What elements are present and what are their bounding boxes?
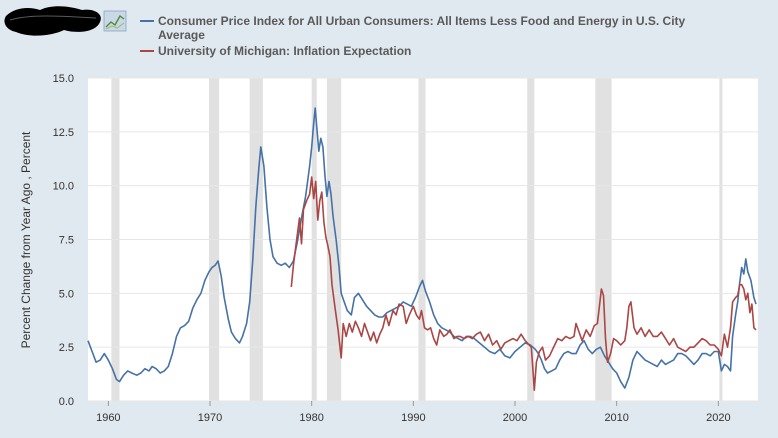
series-line-umich[interactable] <box>290 176 757 392</box>
x-axis-ticks: 1960 1970 1980 1990 2000 2010 2020 <box>96 401 731 424</box>
logo-scribble <box>4 6 101 36</box>
gridlines <box>88 77 758 402</box>
y-axis-title: Percent Change from Year Ago , Percent <box>19 131 33 348</box>
legend-item-cpi[interactable]: Consumer Price Index for All Urban Consu… <box>140 14 686 42</box>
y-tick-label: 5.0 <box>59 288 74 300</box>
legend-label-cpi-line2: Average <box>158 28 205 42</box>
x-tick-label: 1960 <box>96 412 120 424</box>
series-lines <box>87 107 757 392</box>
legend-item-umich[interactable]: University of Michigan: Inflation Expect… <box>140 44 411 58</box>
legend-label-umich: University of Michigan: Inflation Expect… <box>158 44 411 58</box>
x-tick-label: 1980 <box>299 412 323 424</box>
y-tick-label: 12.5 <box>53 127 74 139</box>
y-tick-label: 7.5 <box>59 235 74 247</box>
y-tick-label: 0.0 <box>59 396 74 408</box>
y-axis-ticks: 0.0 2.5 5.0 7.5 10.0 12.5 15.0 <box>53 73 74 408</box>
x-tick-label: 2000 <box>503 412 527 424</box>
logo <box>4 6 127 36</box>
x-tick-label: 1970 <box>198 412 222 424</box>
legend: Consumer Price Index for All Urban Consu… <box>140 14 686 58</box>
legend-label-cpi-line1: Consumer Price Index for All Urban Consu… <box>158 14 686 28</box>
x-tick-label: 2020 <box>706 412 730 424</box>
x-tick-label: 2010 <box>604 412 628 424</box>
y-tick-label: 10.0 <box>53 181 74 193</box>
y-tick-label: 2.5 <box>59 342 74 354</box>
fred-graph-icon <box>103 10 127 32</box>
series-line-cpi[interactable] <box>87 107 757 389</box>
y-tick-label: 15.0 <box>53 73 74 85</box>
x-tick-label: 1990 <box>401 412 425 424</box>
